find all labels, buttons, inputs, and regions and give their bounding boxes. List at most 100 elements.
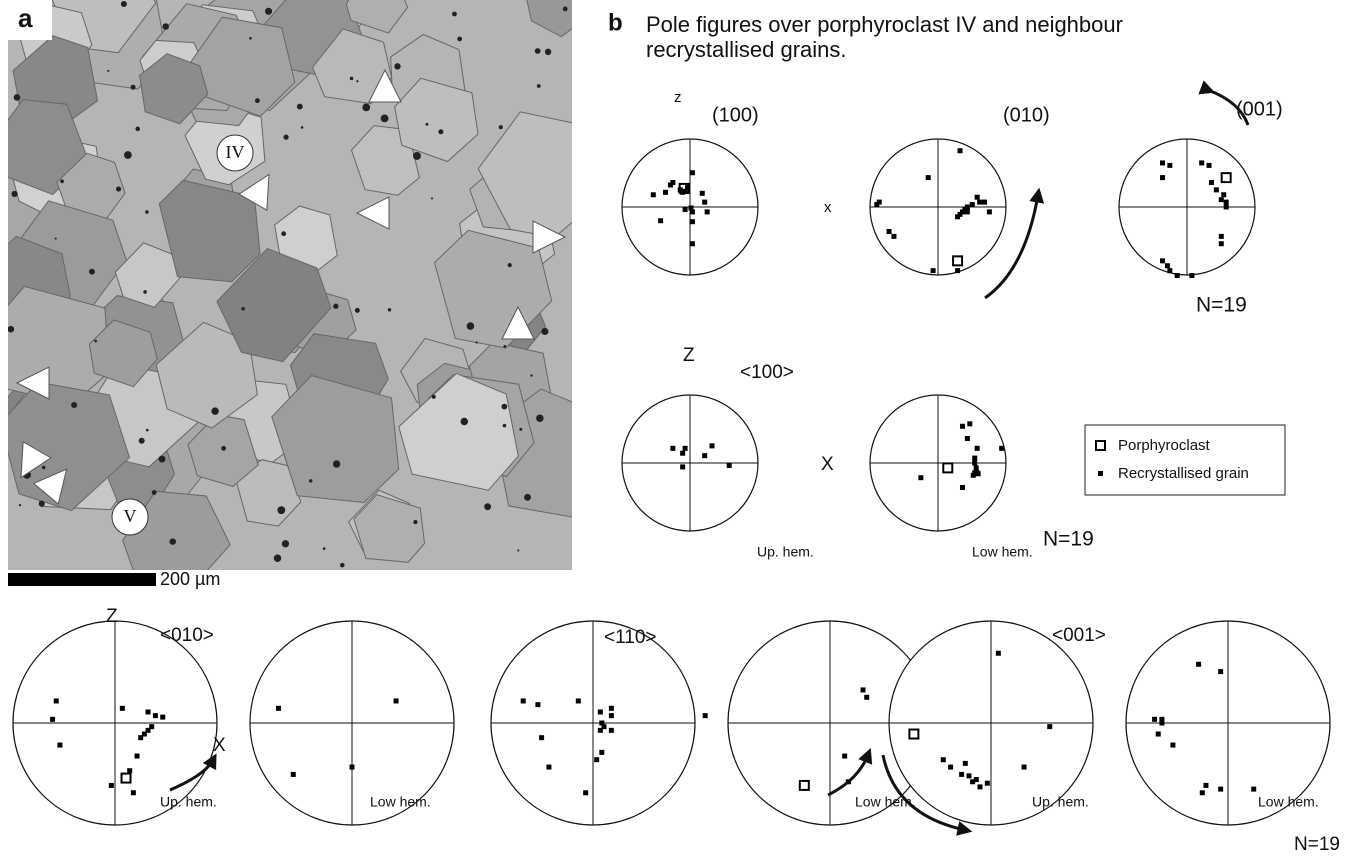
grain-pole — [703, 713, 708, 718]
grain-pole — [918, 475, 923, 480]
inclusion — [503, 424, 507, 428]
scale-bar — [8, 573, 156, 586]
inclusion — [467, 322, 475, 330]
grain-pole — [1170, 743, 1175, 748]
count: N=19 — [1196, 294, 1247, 317]
grain-pole — [702, 200, 707, 205]
inclusion — [537, 84, 541, 88]
grain-pole — [891, 234, 896, 239]
inclusion — [355, 308, 360, 313]
grain-pole — [598, 709, 603, 714]
inclusion — [297, 104, 303, 110]
grain-pole — [576, 698, 581, 703]
grain-pole — [1160, 160, 1165, 165]
grain-pole — [599, 750, 604, 755]
grain-pole — [1200, 790, 1205, 795]
grain-pole — [1224, 200, 1229, 205]
inclusion — [535, 48, 541, 54]
axis-label: z — [674, 89, 682, 106]
panel-label: a — [18, 3, 33, 33]
inclusion — [146, 429, 149, 432]
inclusion — [282, 540, 289, 547]
grain-pole — [276, 706, 281, 711]
pole-label: <110> — [604, 627, 656, 648]
grain-pole — [970, 202, 975, 207]
grain-pole — [57, 743, 62, 748]
pole-label: (100) — [712, 104, 759, 126]
pole-label: <100> — [740, 362, 794, 383]
grain-pole — [972, 461, 977, 466]
inclusion — [484, 503, 491, 510]
hemisphere: Up. hem. — [160, 794, 217, 810]
inclusion — [452, 12, 457, 17]
grain-pole — [609, 706, 614, 711]
grain-pole — [960, 485, 965, 490]
grain-pole — [955, 268, 960, 273]
grain-pole — [120, 706, 125, 711]
inclusion — [145, 210, 149, 214]
legend-symbol — [1098, 471, 1103, 476]
inclusion — [388, 308, 391, 311]
inclusion — [211, 407, 218, 414]
grain-pole — [1199, 160, 1204, 165]
grain-pole — [54, 698, 59, 703]
legend — [1085, 425, 1285, 495]
grain-pole — [609, 713, 614, 718]
grain-pole — [965, 436, 970, 441]
hemisphere: Up. hem. — [1032, 794, 1089, 810]
grain-pole — [960, 424, 965, 429]
inclusion — [281, 231, 286, 236]
inclusion — [89, 269, 95, 275]
grain-pole — [727, 463, 732, 468]
grain-pole — [972, 456, 977, 461]
inclusion — [530, 374, 532, 376]
grain-pole — [609, 728, 614, 733]
inclusion — [461, 418, 469, 426]
inclusion — [19, 504, 21, 506]
hemisphere: Low hem. — [972, 544, 1033, 560]
page: aIVV200 µmbzx(100)(010)(001)N=19Z<100>XU… — [0, 0, 1345, 858]
inclusion — [39, 501, 45, 507]
micrograph — [0, 0, 620, 594]
inclusion — [42, 466, 45, 469]
grain-pole — [394, 698, 399, 703]
grain-pole — [700, 191, 705, 196]
grain-pole — [651, 192, 656, 197]
grain-label: V — [124, 506, 137, 526]
inclusion — [265, 8, 272, 15]
grain-pole — [987, 209, 992, 214]
inclusion — [323, 547, 326, 550]
grain-pole — [977, 200, 982, 205]
grain-pole — [864, 695, 869, 700]
inclusion — [340, 563, 345, 568]
grain-pole — [974, 465, 979, 470]
inclusion — [241, 307, 244, 310]
grain-pole — [1219, 241, 1224, 246]
grain-pole — [941, 757, 946, 762]
inclusion — [131, 85, 136, 90]
inclusion — [536, 414, 544, 422]
inclusion — [362, 103, 370, 111]
grain-pole — [975, 446, 980, 451]
grain-pole — [966, 773, 971, 778]
grain-pole — [583, 790, 588, 795]
inclusion — [107, 70, 109, 72]
inclusion — [501, 404, 507, 410]
grain-pole — [970, 779, 975, 784]
inclusion — [8, 326, 15, 333]
axis-label: Z — [683, 345, 695, 366]
inclusion — [11, 191, 17, 197]
grain-pole — [1203, 783, 1208, 788]
grain-pole — [598, 728, 603, 733]
inclusion — [563, 7, 568, 12]
inclusion — [152, 490, 157, 495]
grain-pole — [985, 781, 990, 786]
grain-pole — [959, 772, 964, 777]
panel-label: b — [608, 9, 623, 36]
hemisphere: Low hem. — [370, 794, 431, 810]
inclusion — [249, 37, 252, 40]
legend-label: Recrystallised grain — [1118, 465, 1249, 482]
grain-pole — [131, 790, 136, 795]
inclusion — [438, 129, 443, 134]
grain-pole — [521, 698, 526, 703]
